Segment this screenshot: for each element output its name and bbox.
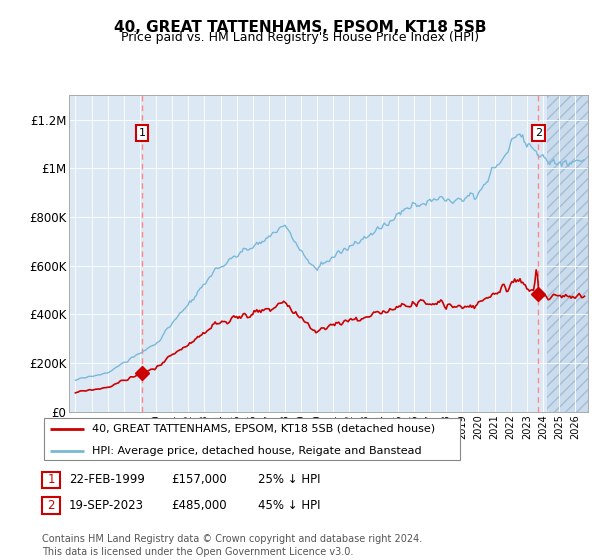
Bar (547, 95, 588, 412)
Text: 25% ↓ HPI: 25% ↓ HPI (258, 473, 320, 487)
Text: 40, GREAT TATTENHAMS, EPSOM, KT18 5SB: 40, GREAT TATTENHAMS, EPSOM, KT18 5SB (114, 20, 486, 35)
FancyBboxPatch shape (44, 418, 460, 460)
Text: 19-SEP-2023: 19-SEP-2023 (69, 498, 144, 512)
Text: 40, GREAT TATTENHAMS, EPSOM, KT18 5SB (detached house): 40, GREAT TATTENHAMS, EPSOM, KT18 5SB (d… (92, 424, 436, 434)
Text: 2: 2 (535, 128, 542, 138)
Text: 1: 1 (139, 128, 145, 138)
Text: 22-FEB-1999: 22-FEB-1999 (69, 473, 145, 487)
Text: £157,000: £157,000 (171, 473, 227, 487)
Text: 2: 2 (47, 498, 55, 512)
Text: Contains HM Land Registry data © Crown copyright and database right 2024.
This d: Contains HM Land Registry data © Crown c… (42, 534, 422, 557)
Text: Price paid vs. HM Land Registry's House Price Index (HPI): Price paid vs. HM Land Registry's House … (121, 31, 479, 44)
Text: 1: 1 (47, 473, 55, 487)
Text: 45% ↓ HPI: 45% ↓ HPI (258, 498, 320, 512)
Text: HPI: Average price, detached house, Reigate and Banstead: HPI: Average price, detached house, Reig… (92, 446, 422, 455)
Text: £485,000: £485,000 (171, 498, 227, 512)
